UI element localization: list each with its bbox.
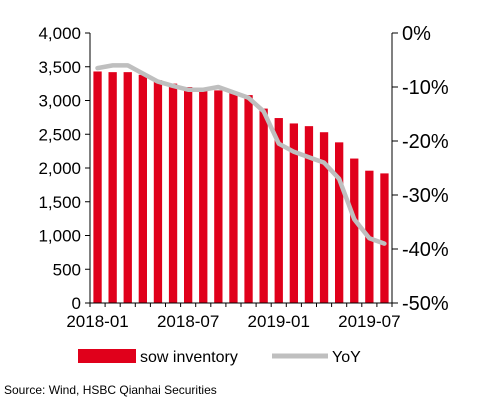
x-tick-label: 2019-07 <box>338 312 400 331</box>
x-tick-label: 2018-01 <box>66 312 128 331</box>
right-tick-label: -20% <box>402 131 449 153</box>
bar-2019-05 <box>334 142 344 303</box>
left-tick-label: 1,500 <box>38 193 81 212</box>
left-tick-label: 4,000 <box>38 24 81 43</box>
bar-2019-02 <box>289 123 299 303</box>
bar-2018-02 <box>108 72 117 304</box>
bar-2019-08 <box>380 173 389 303</box>
bar-2018-01 <box>93 71 102 303</box>
right-tick-label: 0% <box>402 23 431 45</box>
legend-label-yoy: YoY <box>332 349 361 366</box>
left-tick-label: 2,000 <box>38 159 81 178</box>
bar-2019-06 <box>350 158 359 303</box>
right-tick-label: -10% <box>402 77 449 99</box>
legend: sow inventory YoY <box>78 349 361 366</box>
right-tick-label: -30% <box>402 185 449 207</box>
bar-2018-05 <box>153 80 163 303</box>
legend-swatch-sow-inventory <box>78 349 136 363</box>
yoy-line <box>95 63 387 246</box>
left-tick-label: 1,000 <box>38 227 81 246</box>
left-y-axis: 0 500 1,000 1,500 2,000 2,500 3,000 3,500 4,000 <box>38 24 91 313</box>
bar-2018-04 <box>138 74 148 303</box>
x-axis: 2018-01 2018-07 2019-01 2019-07 <box>66 302 401 331</box>
x-tick-label: 2018-07 <box>157 312 219 331</box>
left-tick-label: 3,000 <box>38 92 81 111</box>
bar-2019-01 <box>274 118 283 303</box>
bar-2019-04 <box>319 132 329 303</box>
right-tick-label: -40% <box>402 239 449 261</box>
bar-2018-11 <box>244 95 253 303</box>
bar-2018-03 <box>123 72 132 304</box>
bar-2018-07 <box>183 87 193 303</box>
line-series <box>95 63 387 246</box>
bar-2018-06 <box>168 83 178 303</box>
left-tick-label: 500 <box>53 260 81 279</box>
bar-2018-12 <box>259 108 268 303</box>
left-tick-label: 0 <box>72 294 81 313</box>
bar-2018-10 <box>229 92 238 304</box>
left-tick-label: 3,500 <box>38 58 81 77</box>
left-tick-label: 2,500 <box>38 125 81 144</box>
bar-2019-03 <box>304 126 314 304</box>
right-tick-label: -50% <box>402 293 449 315</box>
source-note: Source: Wind, HSBC Qianhai Securities <box>4 383 217 397</box>
legend-label-sow-inventory: sow inventory <box>140 349 238 366</box>
bar-2018-09 <box>214 90 223 303</box>
x-tick-label: 2019-01 <box>248 312 310 331</box>
right-y-axis: -50% -40% -30% -20% -10% 0% <box>391 23 449 315</box>
bar-2018-08 <box>199 90 208 303</box>
